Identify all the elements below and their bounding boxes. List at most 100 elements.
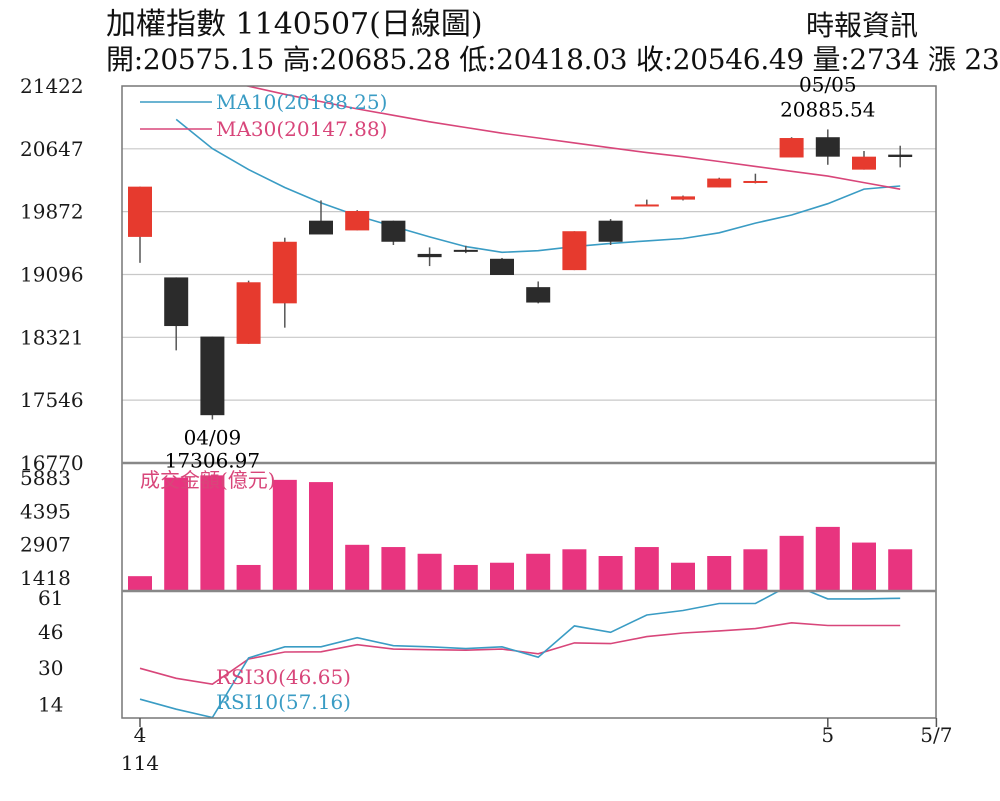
- candle-body: [309, 220, 333, 235]
- volume-bar: [562, 549, 587, 590]
- candle: [707, 177, 732, 188]
- volume-bar: [526, 553, 551, 590]
- price-tick-label: 20647: [20, 137, 84, 161]
- candle-body: [417, 253, 442, 258]
- price-tick-label: 16770: [20, 451, 84, 475]
- volume-bar: [671, 562, 695, 590]
- volume-bar: [128, 576, 152, 590]
- candle-body: [888, 154, 913, 157]
- candle-body: [852, 156, 876, 170]
- volume-bar: [743, 549, 768, 590]
- rsi-tick-label: 61: [38, 586, 63, 610]
- candle-body: [562, 231, 587, 271]
- candle-body: [598, 220, 623, 242]
- candle: [345, 210, 370, 231]
- candle: [309, 200, 333, 235]
- candle: [671, 195, 695, 201]
- rsi-legend-label: RSI30(46.65): [216, 665, 351, 689]
- candle: [634, 199, 659, 207]
- volume-bar: [272, 479, 297, 590]
- volume-bar: [345, 544, 370, 590]
- volume-bar: [164, 477, 189, 590]
- candle: [128, 186, 152, 263]
- volume-bar: [888, 549, 913, 590]
- volume-bar: [779, 535, 804, 590]
- volume-bar: [815, 526, 840, 590]
- volume-bar: [381, 547, 406, 590]
- candle: [200, 336, 225, 420]
- price-tick-label: 21422: [20, 74, 84, 98]
- volume-bar: [634, 547, 659, 590]
- x-tick-label: 5/7: [920, 723, 952, 747]
- x-tick-label: 4: [134, 723, 147, 747]
- candle: [526, 281, 551, 304]
- rsi-tick-label: 14: [38, 692, 63, 716]
- rsi-tick-label: 46: [38, 620, 63, 644]
- annotation-date: 04/09: [184, 425, 242, 449]
- candle: [272, 237, 297, 328]
- candle-body: [634, 204, 659, 207]
- candle-body: [671, 196, 695, 200]
- candle: [743, 173, 768, 184]
- volume-tick-label: 2907: [20, 533, 71, 557]
- candle: [381, 220, 406, 246]
- volume-panel-title: 成交金額(億元): [140, 468, 276, 492]
- volume-bar: [417, 553, 442, 590]
- candle-body: [526, 287, 551, 303]
- price-panel: [128, 86, 913, 420]
- rsi-panel: [139, 591, 901, 718]
- candle: [490, 257, 514, 275]
- chart-labels: 21422 20647 19872 19096 18321 17546 16770 MA10(…: [20, 72, 952, 775]
- volume-tick-label: 5883: [20, 466, 71, 490]
- volume-bar: [598, 556, 623, 590]
- price-tick-label: 17546: [20, 388, 84, 412]
- candle-body: [272, 241, 297, 304]
- candle: [562, 231, 587, 271]
- x-tick-label: 5: [821, 723, 834, 747]
- annotation-value: 17306.97: [165, 448, 260, 472]
- annotation-value: 20885.54: [780, 97, 875, 121]
- candle-body: [345, 210, 370, 231]
- rsi-tick-label: 30: [38, 656, 63, 680]
- ohlc-summary: 開:20575.15 高:20685.28 低:20418.03 收:20546…: [106, 43, 1000, 76]
- volume-bars: [128, 475, 913, 590]
- plot-border: [121, 85, 937, 719]
- candle: [852, 150, 876, 170]
- rsi-legend-label: RSI10(57.16): [216, 690, 351, 714]
- candle: [417, 247, 442, 267]
- chart-frame: [121, 85, 938, 727]
- chart-title: 加權指數 1140507(日線圖): [106, 7, 483, 42]
- chart-source: 時報資訊: [806, 9, 919, 42]
- candle-body: [707, 178, 732, 188]
- price-tick-label: 18321: [20, 325, 84, 349]
- candle-body: [236, 282, 261, 344]
- candle-body: [164, 277, 189, 327]
- rsi-line-1: [139, 591, 901, 718]
- volume-tick-label: 1418: [20, 566, 71, 590]
- candle-body: [815, 137, 840, 157]
- ma-legend-label: MA30(20147.88): [216, 117, 387, 141]
- price-tick-label: 19096: [20, 263, 84, 287]
- grid: [122, 148, 936, 401]
- volume-bar: [236, 564, 261, 590]
- volume-bar: [490, 562, 514, 590]
- annotation-date: 05/05: [799, 72, 857, 96]
- volume-tick-label: 4395: [20, 499, 71, 523]
- ma-line-0: [175, 118, 901, 254]
- volume-bar: [453, 564, 478, 590]
- volume-bar: [852, 542, 876, 590]
- x-tick-label: 114: [121, 751, 159, 775]
- candle-body: [453, 249, 478, 252]
- candle: [236, 280, 261, 344]
- candle: [164, 277, 189, 351]
- candle: [779, 137, 804, 158]
- volume-bar: [309, 482, 333, 590]
- candle-body: [743, 180, 768, 183]
- candle: [453, 245, 478, 254]
- candle-body: [381, 220, 406, 242]
- candle-body: [128, 186, 152, 237]
- price-tick-label: 19872: [20, 200, 84, 224]
- candle: [598, 219, 623, 246]
- volume-bar: [707, 556, 732, 590]
